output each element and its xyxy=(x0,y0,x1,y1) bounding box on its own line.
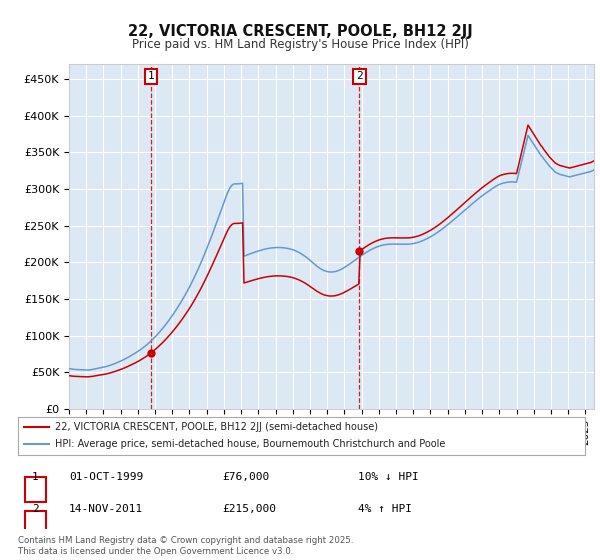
Text: 2: 2 xyxy=(32,505,39,515)
Text: 4% ↑ HPI: 4% ↑ HPI xyxy=(358,505,412,515)
Text: 22, VICTORIA CRESCENT, POOLE, BH12 2JJ (semi-detached house): 22, VICTORIA CRESCENT, POOLE, BH12 2JJ (… xyxy=(55,422,378,432)
Text: HPI: Average price, semi-detached house, Bournemouth Christchurch and Poole: HPI: Average price, semi-detached house,… xyxy=(55,440,445,450)
Text: 22, VICTORIA CRESCENT, POOLE, BH12 2JJ: 22, VICTORIA CRESCENT, POOLE, BH12 2JJ xyxy=(128,24,472,39)
Text: 14-NOV-2011: 14-NOV-2011 xyxy=(69,505,143,515)
Text: £215,000: £215,000 xyxy=(222,505,276,515)
Text: 01-OCT-1999: 01-OCT-1999 xyxy=(69,472,143,482)
Text: Contains HM Land Registry data © Crown copyright and database right 2025.
This d: Contains HM Land Registry data © Crown c… xyxy=(18,536,353,556)
Text: £76,000: £76,000 xyxy=(222,472,269,482)
FancyBboxPatch shape xyxy=(25,511,46,536)
Text: 1: 1 xyxy=(32,472,39,482)
Text: 10% ↓ HPI: 10% ↓ HPI xyxy=(358,472,419,482)
Text: Price paid vs. HM Land Registry's House Price Index (HPI): Price paid vs. HM Land Registry's House … xyxy=(131,38,469,50)
FancyBboxPatch shape xyxy=(25,477,46,502)
Text: 1: 1 xyxy=(148,72,154,81)
Text: 2: 2 xyxy=(356,72,363,81)
